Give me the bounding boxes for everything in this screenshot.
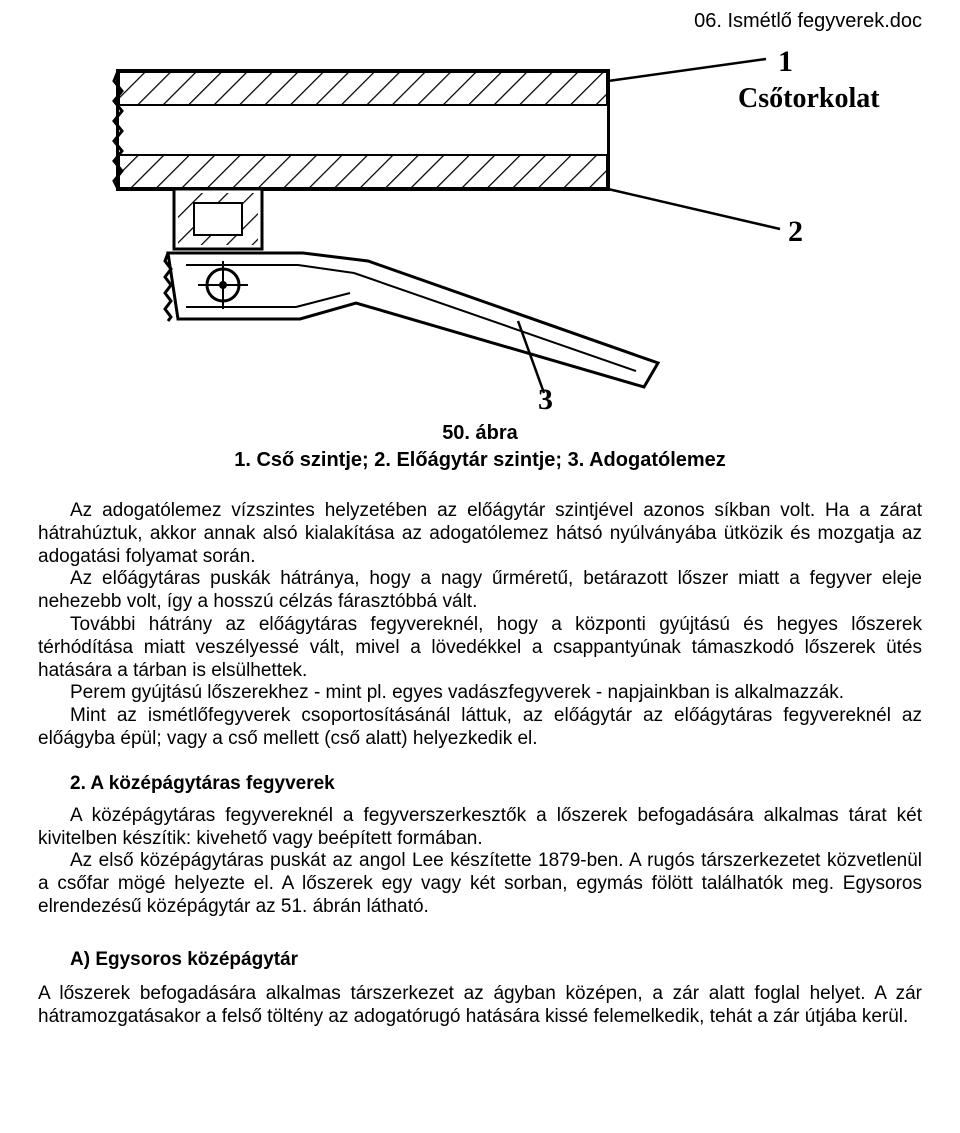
paragraph-2: Az előágytáras puskák hátránya, hogy a n… [38,568,922,614]
figure-label-2-number: 2 [788,215,803,248]
figure-subcaption: 1. Cső szintje; 2. Előágytár szintje; 3.… [38,449,922,472]
subsection-A-heading: A) Egysoros középágytár [38,949,922,971]
figure-label-1-text: Csőtorkolat [738,83,880,114]
paragraph-4: Perem gyújtású lőszerekhez - mint pl. eg… [38,682,922,705]
figure-label-1-number: 1 [778,51,793,78]
paragraph-6: A középágytáras fegyvereknél a fegyversz… [38,805,922,851]
paragraph-1: Az adogatólemez vízszintes helyzetében a… [38,500,922,568]
paragraph-7: Az első középágytáras puskát az angol Le… [38,850,922,918]
paragraph-3: További hátrány az előágytáras fegyverek… [38,614,922,682]
figure-50-svg: 1 Csőtorkolat 2 3 [38,51,922,411]
body-text-block-2: A középágytáras fegyvereknél a fegyversz… [38,805,922,919]
section-2-heading: 2. A középágytáras fegyverek [38,773,922,795]
body-text-block-3: A lőszerek befogadására alkalmas társzer… [38,983,922,1029]
figure-caption: 50. ábra [38,422,922,445]
paragraph-5: Mint az ismétlőfegyverek csoportosításán… [38,705,922,751]
paragraph-8: A lőszerek befogadására alkalmas társzer… [38,983,922,1029]
figure-label-3-number: 3 [538,383,553,411]
running-header: 06. Ismétlő fegyverek.doc [38,10,922,33]
figure-50: 1 Csőtorkolat 2 3 [38,51,922,416]
body-text-block-1: Az adogatólemez vízszintes helyzetében a… [38,500,922,751]
